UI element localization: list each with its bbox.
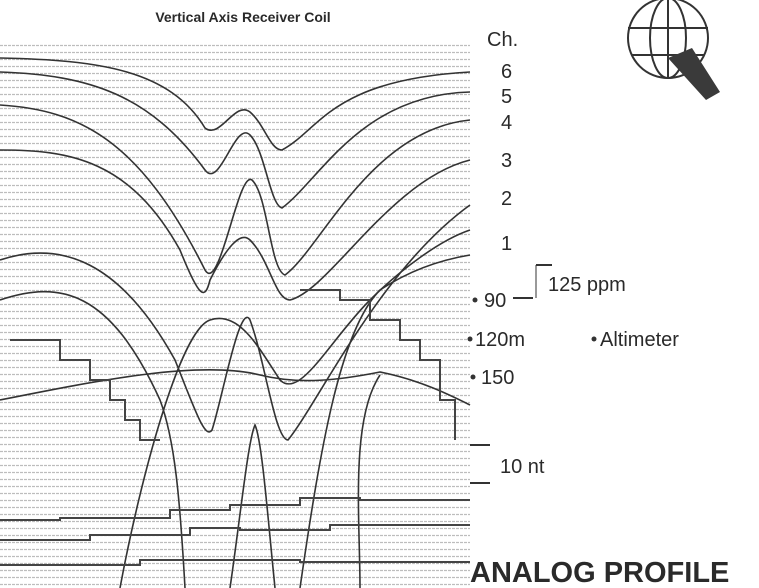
channel-label: 5	[501, 86, 512, 108]
em-scale: 125 ppm	[548, 274, 626, 296]
altimeter-tick: 120m	[475, 329, 525, 351]
channel-label: 1	[501, 233, 512, 255]
mag-scale: 10 nt	[500, 456, 545, 478]
channel-heading: Ch.	[487, 29, 518, 51]
bullet	[470, 374, 476, 380]
altimeter-tick: 90	[484, 290, 506, 312]
bullet	[472, 297, 478, 303]
step-traces	[0, 289, 470, 566]
altimeter-label: Altimeter	[600, 329, 679, 351]
channel-label: 3	[501, 150, 512, 172]
footer-title: ANALOG PROFILE	[470, 557, 729, 588]
bullet	[467, 336, 473, 342]
channel-label: 2	[501, 188, 512, 210]
chart-paper	[0, 42, 470, 588]
channel-label: 6	[501, 61, 512, 83]
bullet	[591, 336, 597, 342]
title: Vertical Axis Receiver Coil	[155, 9, 330, 25]
channel-label: 4	[501, 112, 512, 134]
altimeter-tick: 150	[481, 367, 514, 389]
logo	[627, 0, 720, 100]
